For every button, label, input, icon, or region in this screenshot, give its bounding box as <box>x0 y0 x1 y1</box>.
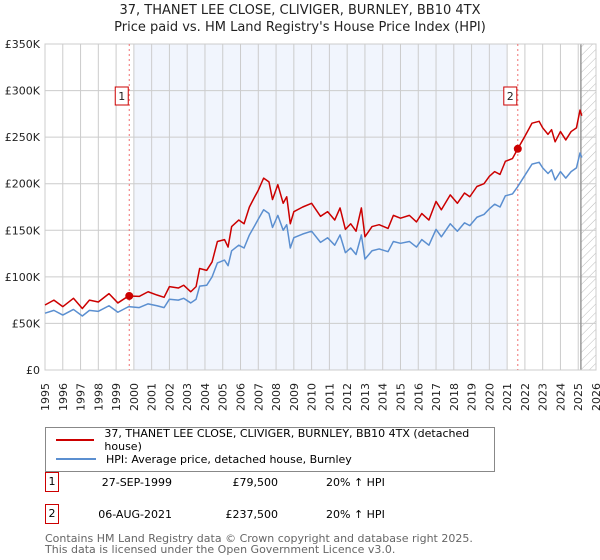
sale-label: 2 <box>507 90 514 103</box>
legend-swatch-red <box>56 439 95 441</box>
x-tick-label: 1995 <box>39 383 52 411</box>
x-tick-label: 2015 <box>394 383 407 411</box>
x-tick-label: 2024 <box>554 383 567 411</box>
y-tick-label: £350K <box>5 38 41 51</box>
x-tick-label: 2019 <box>466 383 479 411</box>
sale-label-box <box>503 86 518 106</box>
y-tick-label: £50K <box>12 317 41 330</box>
y-tick-label: £150K <box>5 224 41 237</box>
price-chart: 1995 1996 1997 1998 1999 2000 2001 2002 2003 2004… <box>5 38 600 411</box>
sale-price: £79,500 <box>232 475 279 489</box>
x-tick-label: 2005 <box>217 383 230 411</box>
legend: 37, THANET LEE CLOSE, CLIVIGER, BURNLEY,… <box>45 427 495 472</box>
x-tick-label: 2009 <box>288 383 301 411</box>
x-tick-label: 2004 <box>199 383 212 411</box>
future-hatch <box>580 44 596 370</box>
sale-hpi: 20% ↑ HPI <box>326 475 385 489</box>
x-tick-label: 2010 <box>306 383 319 411</box>
sale-date: 06-AUG-2021 <box>98 507 172 521</box>
sale-hpi: 20% ↑ HPI <box>326 507 385 521</box>
sale-badge: 2 <box>45 504 59 524</box>
x-tick-label: 1997 <box>75 383 88 411</box>
sale-label-box <box>114 86 129 106</box>
sale-badge: 1 <box>45 472 59 492</box>
x-tick-label: 1998 <box>92 383 105 411</box>
legend-item-hpi: HPI: Average price, detached house, Burn… <box>46 450 352 468</box>
x-tick-label: 2008 <box>270 383 283 411</box>
sale-price: £237,500 <box>225 507 279 521</box>
x-tick-label: 2000 <box>128 383 141 411</box>
sale-point <box>513 144 522 153</box>
x-tick-label: 2022 <box>519 383 532 411</box>
x-tick-label: 2012 <box>341 383 354 411</box>
x-tick-label: 2014 <box>377 383 390 411</box>
legend-label: 37, THANET LEE CLOSE, CLIVIGER, BURNLEY,… <box>104 427 470 453</box>
property-price-line <box>44 109 583 310</box>
sale-date: 27-SEP-1999 <box>101 475 172 489</box>
y-tick-label: £300K <box>5 85 41 98</box>
sale-point <box>125 291 134 300</box>
legend-swatch-blue <box>56 458 96 460</box>
x-tick-label: 2026 <box>590 383 600 411</box>
x-tick-label: 2020 <box>483 383 496 411</box>
footer-line: This data is licensed under the Open Gov… <box>45 543 396 556</box>
x-tick-label: 2001 <box>146 383 159 411</box>
chart-title: 37, THANET LEE CLOSE, CLIVIGER, BURNLEY,… <box>119 3 481 18</box>
legend-label: HPI: Average price, detached house, Burn… <box>106 452 352 466</box>
x-tick-label: 2016 <box>412 383 425 411</box>
x-tick-label: 2018 <box>448 383 461 411</box>
footer-line: Contains HM Land Registry data © Crown c… <box>45 532 473 545</box>
sale-label: 1 <box>118 90 125 103</box>
hpi-line <box>44 152 583 317</box>
x-tick-label: 2017 <box>430 383 443 411</box>
x-tick-label: 1996 <box>57 383 70 411</box>
sale-row: 1 27-SEP-1999 £79,500 20% ↑ HPI <box>45 472 385 492</box>
shaded-period <box>133 44 508 370</box>
footer: Contains HM Land Registry data © Crown c… <box>45 533 473 555</box>
x-tick-label: 2006 <box>235 383 248 411</box>
sale-row: 2 06-AUG-2021 £237,500 20% ↑ HPI <box>45 504 385 524</box>
plot-border <box>44 43 597 371</box>
legend-item-property: 37, THANET LEE CLOSE, CLIVIGER, BURNLEY,… <box>46 427 494 453</box>
y-tick-label: £0 <box>26 364 40 377</box>
y-tick-label: £200K <box>5 178 41 191</box>
y-tick-label: £100K <box>5 271 41 284</box>
x-tick-label: 2021 <box>501 383 514 411</box>
x-tick-label: 2013 <box>359 383 372 411</box>
x-tick-label: 2002 <box>163 383 176 411</box>
x-tick-label: 2011 <box>323 383 336 411</box>
x-tick-label: 2003 <box>181 383 194 411</box>
y-tick-label: £250K <box>5 131 41 144</box>
chart-subtitle: Price paid vs. HM Land Registry's House … <box>114 20 486 35</box>
x-tick-label: 2025 <box>572 383 585 411</box>
x-tick-label: 2007 <box>252 383 265 411</box>
x-tick-label: 1999 <box>110 383 123 411</box>
x-tick-label: 2023 <box>537 383 550 411</box>
